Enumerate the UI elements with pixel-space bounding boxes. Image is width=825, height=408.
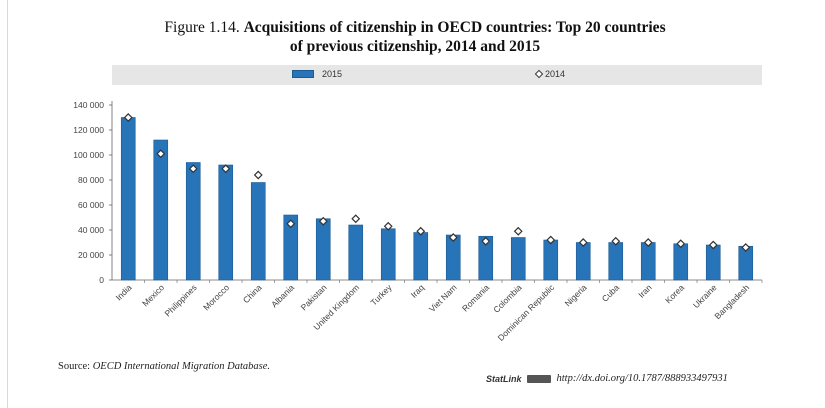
bar-2015	[673, 243, 689, 281]
marker-2014	[253, 170, 263, 180]
bar-2015	[478, 235, 494, 281]
bar-2015	[413, 232, 429, 281]
statlink-url[interactable]: http://dx.doi.org/10.1787/888933497931	[556, 373, 728, 384]
bar-2015	[608, 242, 624, 281]
title-line-2: of previous citizenship, 2014 and 2015	[289, 38, 541, 55]
bar-chart: 0 20 000 40 000 60 000 80 000 100 000 120 000 1…	[73, 100, 763, 343]
y-tick-label: 0	[99, 275, 104, 285]
legend-item-2015: 2015	[292, 69, 342, 79]
y-tick-label: 60 000	[78, 200, 104, 210]
marker-2014	[156, 149, 166, 159]
x-tick-label: Viet Nam	[427, 282, 459, 314]
marker-2014	[318, 216, 328, 226]
marker-2014	[546, 235, 556, 245]
marker-2014	[741, 243, 751, 252]
x-tick-label: Pakistan	[299, 282, 329, 312]
bar-2015	[153, 139, 169, 281]
x-tick-label: Korea	[663, 282, 686, 305]
x-tick-label: Dominican Republic	[496, 282, 557, 343]
bar-2015	[250, 182, 266, 281]
x-tick-label: Philippines	[163, 282, 199, 318]
x-tick-label: Albania	[269, 282, 296, 309]
title-line-1: Acquisitions of citizenship in OECD coun…	[243, 19, 666, 36]
page-edge-rule	[7, 0, 8, 408]
y-tick-label: 100 000	[73, 150, 104, 160]
x-tick-label: Iran	[636, 282, 654, 300]
y-tick-label: 140 000	[73, 100, 104, 110]
y-tick-label: 80 000	[78, 175, 104, 185]
source-note: Source: OECD International Migration Dat…	[58, 361, 270, 372]
marker-2014	[708, 240, 718, 250]
legend-swatch-2015	[292, 70, 314, 78]
bar-2015	[120, 117, 136, 281]
x-tick-label: India	[114, 282, 134, 302]
marker-2014	[286, 219, 296, 229]
y-tick-label: 120 000	[73, 125, 104, 135]
statlink-logo-icon	[526, 374, 551, 383]
marker-2014	[188, 164, 198, 174]
y-tick-label: 20 000	[78, 250, 104, 260]
legend-item-2014: 2014	[534, 69, 566, 79]
legend-label-2014: 2014	[545, 69, 566, 79]
chart-title: Figure 1.14. Acquisitions of citizenship…	[60, 18, 770, 56]
marker-2014	[643, 238, 653, 247]
bar-2015	[705, 244, 721, 281]
marker-2014	[448, 233, 458, 242]
statlink-brand: StatLink	[486, 373, 522, 384]
marker-2014	[676, 239, 686, 249]
x-tick-label: Mexico	[140, 282, 166, 308]
x-tick-label: Nigeria	[563, 282, 589, 308]
legend-label-2015: 2015	[322, 69, 343, 79]
bar-2015	[543, 239, 559, 281]
bar-2015	[510, 237, 526, 281]
bar-2015	[380, 228, 396, 281]
x-tick-label: Romania	[460, 282, 491, 313]
marker-2014	[578, 238, 588, 247]
y-tick-label: 40 000	[78, 225, 104, 235]
x-tick-label: Bangladesh	[712, 282, 751, 321]
source-label: Source:	[58, 361, 91, 372]
x-tick-label: Turkey	[368, 282, 394, 308]
bar-2015	[348, 224, 364, 281]
marker-2014	[221, 164, 231, 174]
bar-2015	[283, 214, 299, 281]
marker-2014	[351, 214, 361, 224]
marker-2014	[481, 236, 491, 246]
x-tick-label: Colombia	[491, 282, 524, 315]
diamond-marker-icon	[534, 69, 544, 79]
bar-2015	[640, 242, 656, 281]
bar-2015	[185, 162, 201, 281]
x-tick-label: Iraq	[409, 282, 427, 300]
bar-2015	[315, 218, 331, 281]
x-tick-label: Morocco	[201, 282, 231, 312]
bar-2015	[575, 242, 591, 281]
source-text: OECD International Migration Database.	[92, 361, 271, 372]
figure-number: Figure 1.14.	[164, 19, 240, 36]
marker-2014	[611, 236, 621, 246]
chart-legend: 2015 2014	[112, 65, 762, 85]
bar-2015	[218, 164, 234, 281]
statlink[interactable]: StatLink http://dx.doi.org/10.1787/88893…	[486, 373, 728, 384]
x-tick-label: Cuba	[600, 282, 622, 304]
marker-2014	[416, 226, 426, 236]
x-tick-label: China	[241, 282, 264, 305]
x-tick-label: Ukraine	[691, 282, 719, 310]
marker-2014	[513, 226, 523, 236]
marker-2014	[123, 113, 133, 122]
marker-2014	[383, 221, 393, 231]
